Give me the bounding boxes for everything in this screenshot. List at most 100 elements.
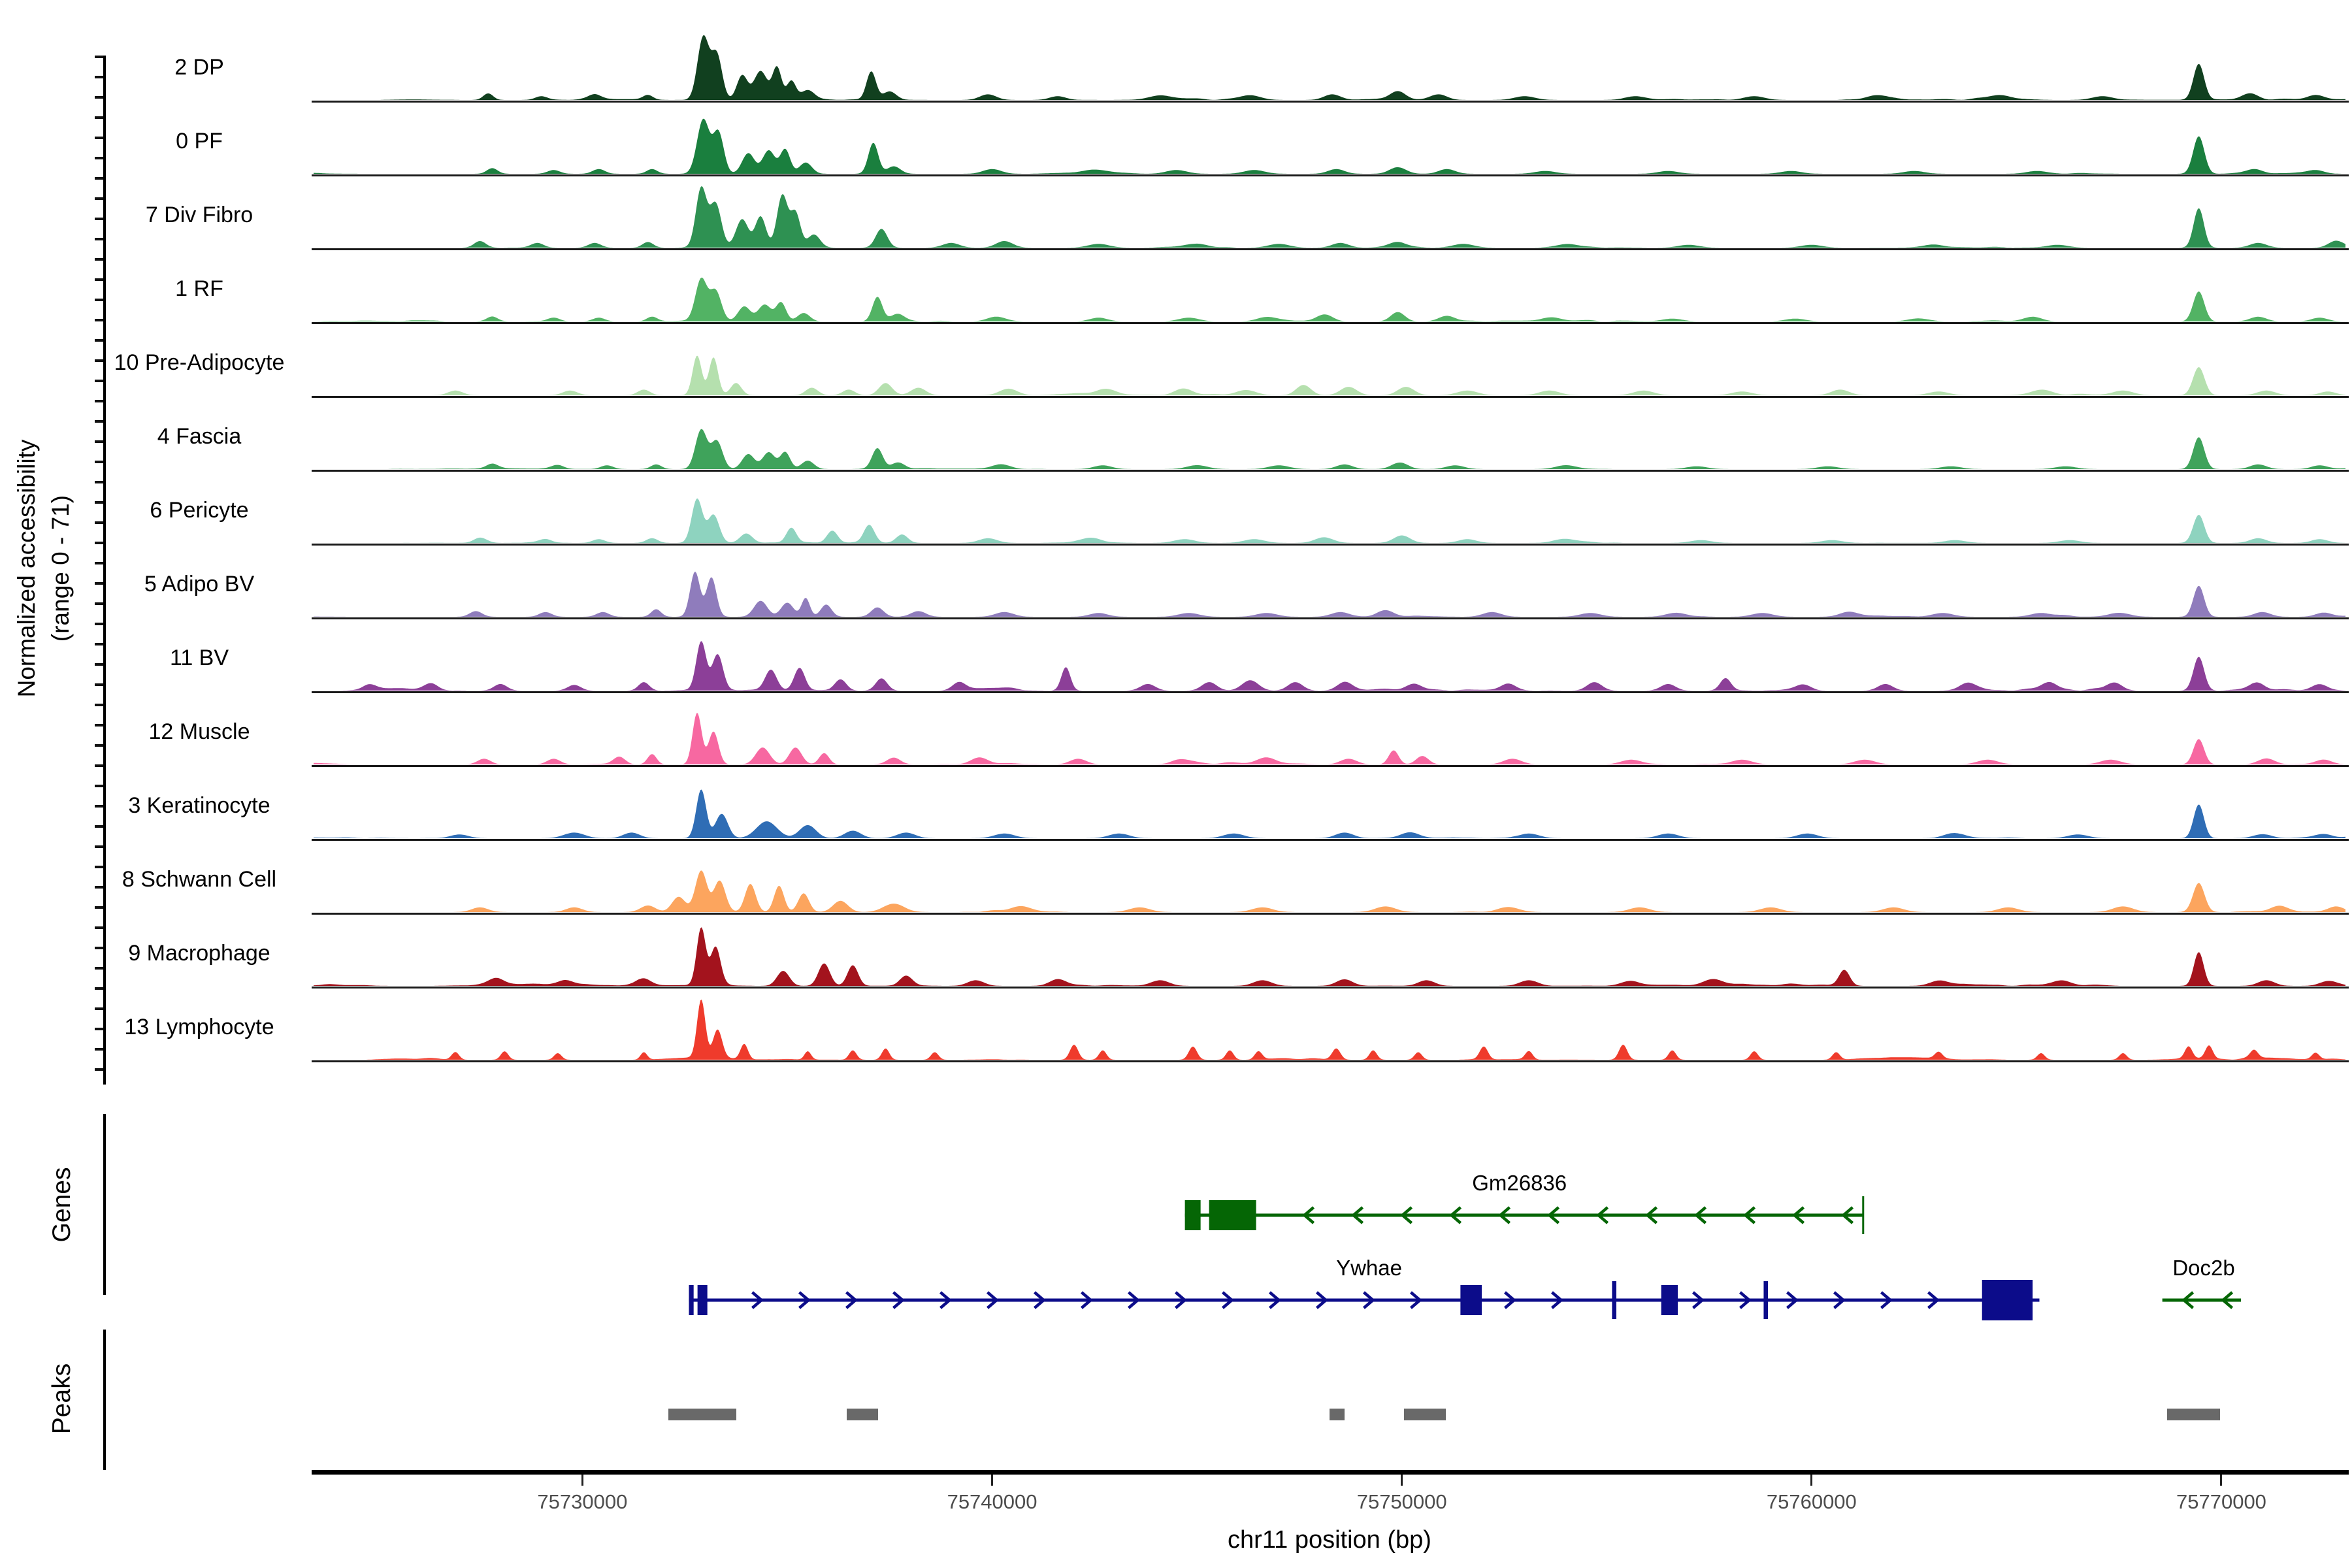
x-axis-tick-label: 75730000	[537, 1490, 628, 1513]
gene-exon	[697, 1285, 708, 1315]
track-baseline	[312, 617, 2349, 619]
strand-arrow-icon	[1409, 1291, 1422, 1309]
y-axis-label: Normalized accessibility (range 0 - 71)	[10, 209, 82, 928]
track-label-0-pf: 0 PF	[176, 129, 223, 154]
track-signal-2-dp	[314, 35, 2345, 100]
strand-arrow-icon	[1694, 1206, 1707, 1224]
x-axis-tick-label: 75760000	[1766, 1490, 1857, 1513]
strand-arrow-icon	[1645, 1206, 1658, 1224]
gene-exon	[1862, 1196, 1865, 1234]
gene-exon	[1209, 1200, 1256, 1230]
track-label-3-keratinocyte: 3 Keratinocyte	[128, 793, 270, 818]
gene-exon	[689, 1285, 694, 1315]
track-signal-8-schwann-cell	[314, 870, 2345, 912]
track-signal-9-macrophage	[314, 927, 2345, 986]
peak-call-rect	[1403, 1409, 1446, 1420]
track-label-13-lymphocyte: 13 Lymphocyte	[124, 1015, 274, 1039]
track-signal-1-rf	[314, 277, 2345, 321]
track-baseline	[312, 839, 2349, 841]
gene-exon	[1460, 1285, 1482, 1315]
track-label-7-div-fibro: 7 Div Fibro	[145, 203, 253, 227]
strand-arrow-icon	[845, 1291, 858, 1309]
track-baseline	[312, 248, 2349, 250]
x-axis-tick-label: 75740000	[947, 1490, 1037, 1513]
x-axis-line	[312, 1470, 2349, 1475]
strand-arrow-icon	[1174, 1291, 1187, 1309]
strand-arrow-icon	[1739, 1291, 1752, 1309]
track-signal-11-bv	[314, 641, 2345, 691]
strand-arrow-icon	[1691, 1291, 1705, 1309]
track-label-9-macrophage: 9 Macrophage	[128, 941, 270, 966]
peak-call-rect	[847, 1409, 878, 1420]
gene-name-label: Ywhae	[1336, 1256, 1402, 1280]
strand-arrow-icon	[1351, 1206, 1364, 1224]
x-axis-tick-mark	[1401, 1475, 1403, 1486]
gene-exon	[1184, 1200, 1201, 1230]
gene-exon	[1612, 1281, 1616, 1319]
track-baseline	[312, 470, 2349, 472]
strand-arrow-icon	[1841, 1206, 1854, 1224]
strand-arrow-icon	[1302, 1206, 1315, 1224]
signal-area	[314, 571, 2345, 617]
strand-arrow-icon	[1743, 1206, 1756, 1224]
track-baseline	[312, 396, 2349, 398]
track-baseline	[312, 691, 2349, 693]
strand-arrow-icon	[939, 1291, 952, 1309]
gene-ywhae: Ywhae	[689, 1256, 2040, 1320]
strand-arrow-icon	[1550, 1291, 1563, 1309]
x-axis-tick-label: 75750000	[1356, 1490, 1447, 1513]
strand-arrow-icon	[1400, 1206, 1413, 1224]
track-signal-10-pre-adipocyte	[314, 355, 2345, 395]
peaks-panel-bracket	[103, 1330, 106, 1470]
track-label-2-dp: 2 DP	[174, 55, 224, 80]
strand-arrow-icon	[1221, 1291, 1234, 1309]
track-label-1-rf: 1 RF	[175, 276, 223, 301]
track-label-10-pre-adipocyte: 10 Pre-Adipocyte	[114, 350, 285, 375]
genes-panel-bracket	[103, 1114, 106, 1295]
strand-arrow-icon	[798, 1291, 811, 1309]
gene-exon	[1763, 1281, 1769, 1319]
signal-area	[314, 641, 2345, 691]
gene-models: Gm26836 Ywhae Doc2b	[689, 1171, 2242, 1320]
signal-area	[314, 870, 2345, 912]
strand-arrow-icon	[2221, 1291, 2234, 1309]
track-label-11-bv: 11 BV	[169, 645, 229, 670]
y-axis-label-line2: (range 0 - 71)	[47, 495, 74, 642]
strand-arrow-icon	[1547, 1206, 1560, 1224]
gene-name-label: Doc2b	[2172, 1256, 2234, 1280]
strand-arrow-icon	[1503, 1291, 1516, 1309]
strand-arrow-icon	[1033, 1291, 1046, 1309]
strand-arrow-icon	[1080, 1291, 1093, 1309]
peaks-panel-label: Peaks	[48, 1363, 76, 1435]
signal-area	[314, 277, 2345, 321]
track-baseline	[312, 544, 2349, 546]
strand-arrow-icon	[1449, 1206, 1462, 1224]
x-axis-tick-label: 75770000	[2176, 1490, 2266, 1513]
x-axis-tick-mark	[991, 1475, 994, 1486]
x-axis-tick-mark	[581, 1475, 583, 1486]
strand-arrow-icon	[1596, 1206, 1609, 1224]
track-signal-3-keratinocyte	[314, 789, 2345, 838]
strand-arrow-icon	[1833, 1291, 1846, 1309]
x-axis-tick-mark	[2220, 1475, 2223, 1486]
gene-exon	[1982, 1280, 2033, 1320]
track-signal-12-muscle	[314, 713, 2345, 764]
strand-arrow-icon	[1927, 1291, 1940, 1309]
track-label-8-schwann-cell: 8 Schwann Cell	[122, 867, 277, 892]
signal-area	[314, 186, 2345, 248]
x-axis-title: chr11 position (bp)	[1228, 1526, 1431, 1554]
signal-area	[314, 927, 2345, 986]
track-baseline	[312, 987, 2349, 988]
signal-area	[314, 355, 2345, 395]
strand-arrow-icon	[1498, 1206, 1511, 1224]
strand-arrow-icon	[1268, 1291, 1281, 1309]
signal-area	[314, 35, 2345, 100]
track-label-5-adipo-bv: 5 Adipo BV	[144, 572, 255, 596]
y-axis-line	[103, 56, 106, 1085]
strand-arrow-icon	[2181, 1291, 2195, 1309]
track-signal-7-div-fibro	[314, 186, 2345, 248]
peak-call-rect	[1329, 1409, 1345, 1420]
gene-doc2b: Doc2b	[2162, 1256, 2242, 1309]
track-label-4-fascia: 4 Fascia	[157, 424, 242, 449]
